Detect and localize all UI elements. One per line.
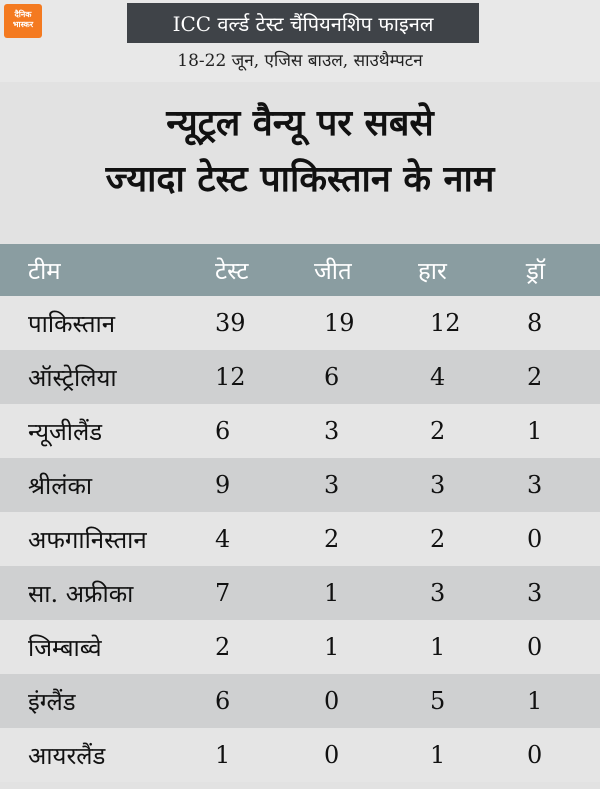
tests-count: 2 — [215, 633, 231, 661]
team-name: श्रीलंका — [28, 471, 93, 500]
tests-count: 39 — [215, 309, 246, 337]
logo-line-2: भास्कर — [12, 20, 34, 29]
stats-table: टीम टेस्ट जीत हार ड्रॉ पाकिस्तान 39 19 1… — [0, 244, 600, 782]
wins-count: 3 — [324, 471, 340, 499]
team-name: अफगानिस्तान — [28, 525, 147, 554]
draws-count: 0 — [527, 741, 543, 769]
wins-count: 3 — [324, 417, 340, 445]
table-row: आयरलैंड 1 0 1 0 — [0, 728, 600, 782]
team-name: पाकिस्तान — [28, 309, 116, 338]
team-name: आयरलैंड — [28, 741, 106, 770]
tests-count: 7 — [215, 579, 231, 607]
draws-count: 1 — [527, 417, 543, 445]
wins-count: 0 — [324, 741, 340, 769]
wins-count: 6 — [324, 363, 340, 391]
team-name: इंग्लैंड — [28, 687, 76, 716]
draws-count: 2 — [527, 363, 543, 391]
table-row: सा. अफ्रीका 7 1 3 3 — [0, 566, 600, 620]
table-row: पाकिस्तान 39 19 12 8 — [0, 296, 600, 350]
table-row: ऑस्ट्रेलिया 12 6 4 2 — [0, 350, 600, 404]
dainik-bhaskar-logo: दैनिक भास्कर — [4, 4, 42, 38]
table-row: अफगानिस्तान 4 2 2 0 — [0, 512, 600, 566]
draws-count: 0 — [527, 525, 543, 553]
team-name: ऑस्ट्रेलिया — [28, 363, 117, 392]
losses-count: 3 — [430, 471, 446, 499]
draws-count: 0 — [527, 633, 543, 661]
wins-count: 1 — [324, 579, 340, 607]
header-draws: ड्रॉ — [526, 256, 546, 285]
draws-count: 1 — [527, 687, 543, 715]
losses-count: 12 — [430, 309, 461, 337]
wins-count: 19 — [324, 309, 355, 337]
losses-count: 1 — [430, 633, 446, 661]
losses-count: 2 — [430, 417, 446, 445]
table-row: जिम्बाब्वे 2 1 1 0 — [0, 620, 600, 674]
headline: न्यूट्रल वैन्यू पर सबसे ज्यादा टेस्ट पाक… — [0, 96, 600, 208]
tests-count: 6 — [215, 687, 231, 715]
top-banner: दैनिक भास्कर ICC वर्ल्ड टेस्ट चैंपियनशिप… — [0, 0, 600, 82]
team-name: न्यूजीलैंड — [28, 417, 103, 446]
losses-count: 2 — [430, 525, 446, 553]
event-title-box: ICC वर्ल्ड टेस्ट चैंपियनशिप फाइनल — [127, 3, 479, 43]
table-row: इंग्लैंड 6 0 5 1 — [0, 674, 600, 728]
wins-count: 1 — [324, 633, 340, 661]
table-row: न्यूजीलैंड 6 3 2 1 — [0, 404, 600, 458]
draws-count: 3 — [527, 579, 543, 607]
table-row: श्रीलंका 9 3 3 3 — [0, 458, 600, 512]
draws-count: 3 — [527, 471, 543, 499]
losses-count: 4 — [430, 363, 446, 391]
event-subtitle: 18-22 जून, एजिस बाउल, साउथैम्पटन — [177, 51, 423, 71]
table-header-row: टीम टेस्ट जीत हार ड्रॉ — [0, 244, 600, 296]
event-title: ICC वर्ल्ड टेस्ट चैंपियनशिप फाइनल — [172, 11, 434, 36]
header-wins: जीत — [314, 256, 352, 285]
logo-line-1: दैनिक — [14, 10, 32, 19]
losses-count: 5 — [430, 687, 446, 715]
team-name: जिम्बाब्वे — [28, 633, 102, 662]
losses-count: 1 — [430, 741, 446, 769]
header-team: टीम — [28, 256, 61, 285]
tests-count: 4 — [215, 525, 231, 553]
wins-count: 2 — [324, 525, 340, 553]
headline-line-2: ज्यादा टेस्ट पाकिस्तान के नाम — [105, 159, 495, 200]
wins-count: 0 — [324, 687, 340, 715]
draws-count: 8 — [527, 309, 543, 337]
tests-count: 1 — [215, 741, 231, 769]
tests-count: 12 — [215, 363, 246, 391]
tests-count: 9 — [215, 471, 231, 499]
losses-count: 3 — [430, 579, 446, 607]
header-losses: हार — [418, 256, 447, 285]
headline-line-1: न्यूट्रल वैन्यू पर सबसे — [166, 103, 434, 144]
tests-count: 6 — [215, 417, 231, 445]
team-name: सा. अफ्रीका — [28, 579, 134, 608]
header-tests: टेस्ट — [215, 256, 249, 285]
